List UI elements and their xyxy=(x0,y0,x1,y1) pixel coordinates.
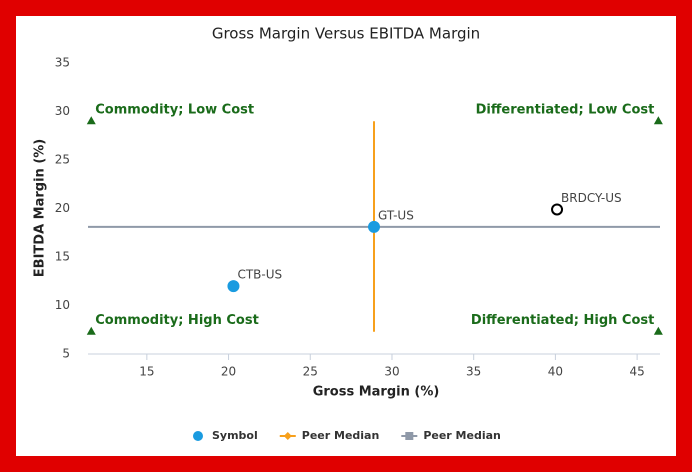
chart-title: Gross Margin Versus EBITDA Margin xyxy=(212,25,480,43)
y-tick-label: 30 xyxy=(55,104,70,118)
y-axis-label: EBITDA Margin (%) xyxy=(33,139,48,277)
quadrant-marker xyxy=(86,326,96,335)
quadrant-marker xyxy=(653,326,663,335)
point-label: BRDCY-US xyxy=(561,191,622,205)
y-tick-label: 25 xyxy=(55,153,70,167)
x-tick-label: 30 xyxy=(384,365,399,379)
x-tick-label: 45 xyxy=(629,365,644,379)
point xyxy=(551,203,564,216)
legend-marker xyxy=(405,432,414,440)
x-tick-label: 35 xyxy=(466,365,481,379)
y-tick-label: 20 xyxy=(55,201,70,215)
x-axis-label: Gross Margin (%) xyxy=(313,385,440,400)
quadrant-label: Differentiated; High Cost xyxy=(471,313,654,328)
quadrant-marker xyxy=(86,116,96,125)
point xyxy=(368,220,380,233)
point-label: CTB-US xyxy=(237,268,282,282)
x-tick-label: 15 xyxy=(139,365,154,379)
legend-marker xyxy=(193,431,203,441)
quadrant-label: Differentiated; Low Cost xyxy=(476,103,655,118)
point xyxy=(227,280,240,293)
legend-marker xyxy=(283,432,292,440)
legend-label[interactable]: Symbol xyxy=(212,429,258,442)
x-tick-label: 25 xyxy=(303,365,318,379)
point-label: GT-US xyxy=(378,208,414,222)
x-tick-label: 20 xyxy=(221,365,236,379)
quadrant-marker xyxy=(653,116,663,125)
quadrant-label: Commodity; High Cost xyxy=(95,313,259,328)
legend-label[interactable]: Peer Median xyxy=(423,429,501,442)
y-tick-label: 35 xyxy=(55,56,70,70)
legend-label[interactable]: Peer Median xyxy=(302,429,380,442)
quadrant-label: Commodity; Low Cost xyxy=(95,103,254,118)
y-tick-label: 5 xyxy=(62,347,70,361)
y-tick-label: 15 xyxy=(55,250,70,264)
y-tick-label: 10 xyxy=(55,298,70,312)
x-tick-label: 40 xyxy=(548,365,563,379)
background xyxy=(16,16,676,456)
